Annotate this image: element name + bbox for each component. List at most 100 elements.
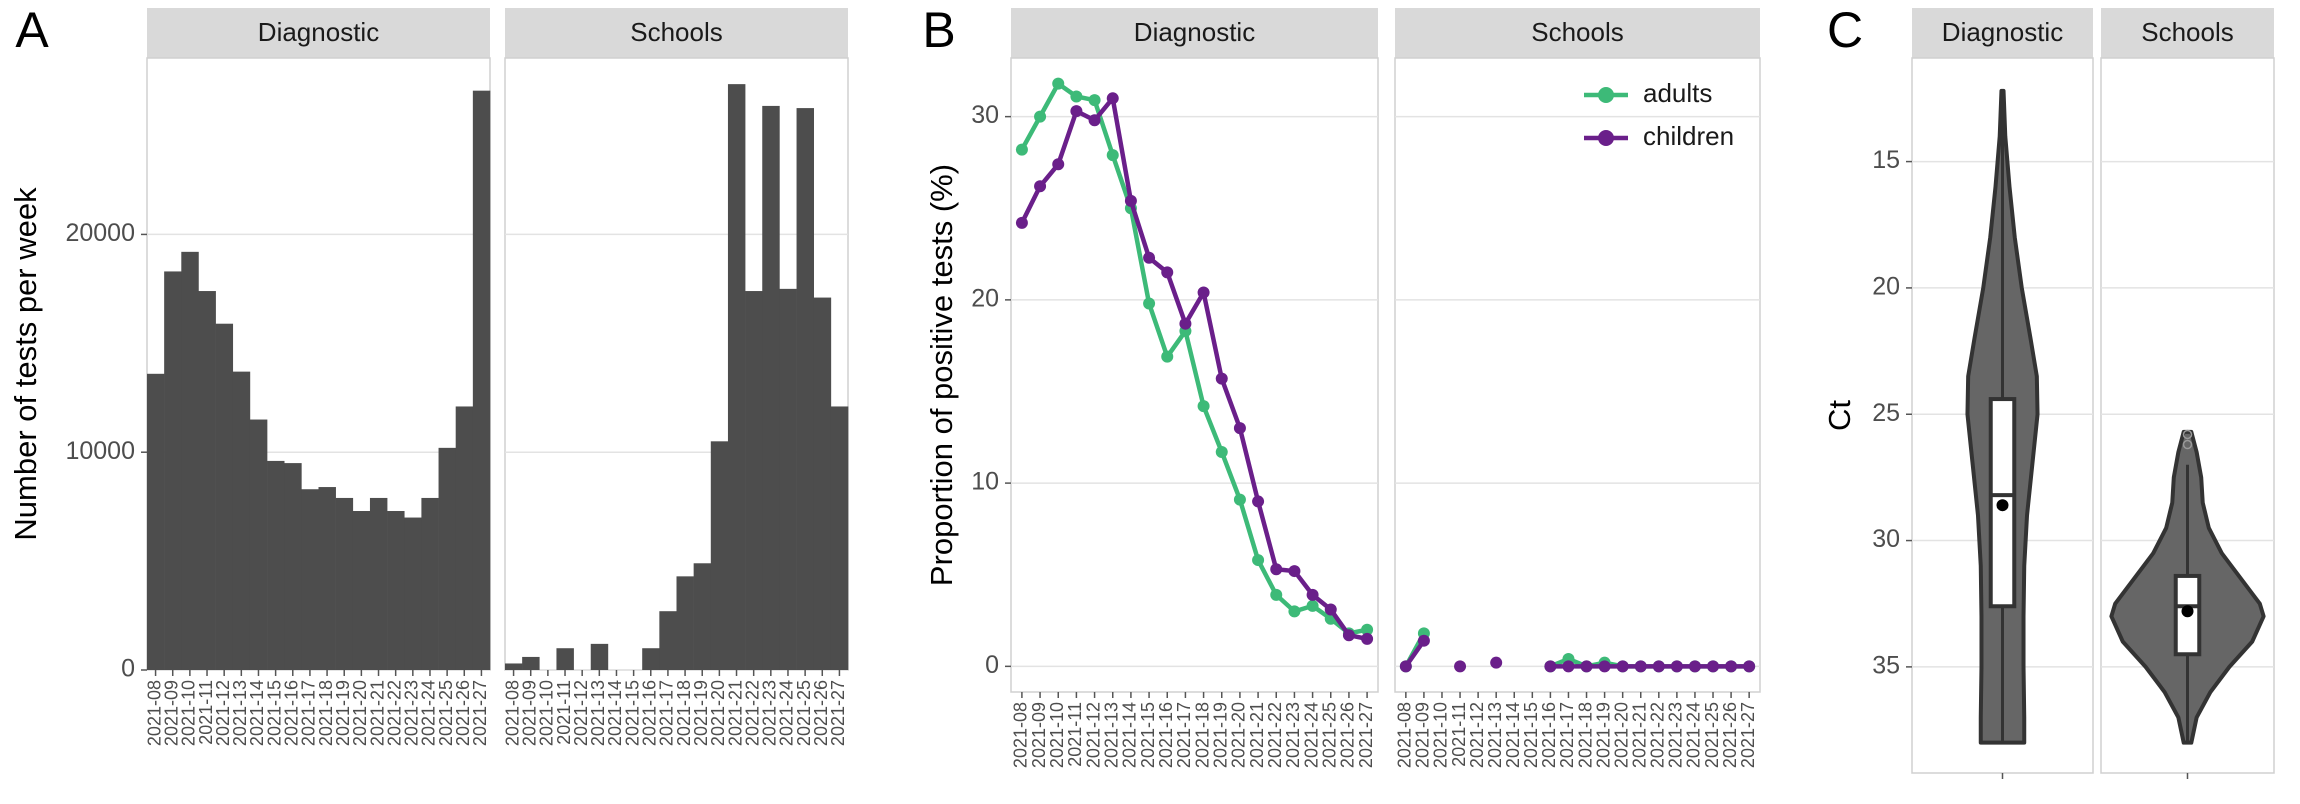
- point: [1179, 317, 1192, 330]
- x-tick-label: 2021-11: [1065, 702, 1085, 767]
- point: [1399, 660, 1412, 673]
- x-tick-label: 2021-22: [742, 680, 762, 746]
- x-tick-label: 2021-22: [384, 680, 404, 746]
- x-tick-label: 2021-25: [794, 680, 814, 746]
- point: [1688, 660, 1701, 673]
- x-tick-label: 2021-26: [811, 680, 831, 746]
- bar: [556, 648, 574, 670]
- point: [1616, 660, 1629, 673]
- bar: [642, 648, 660, 670]
- bar: [505, 663, 523, 670]
- x-tick-label: 2021-11: [1449, 702, 1469, 767]
- x-tick-label: 2021-21: [1247, 702, 1267, 768]
- x-tick-label: 2021-23: [1666, 702, 1686, 768]
- bar: [676, 576, 694, 670]
- x-tick-label: 2021-26: [1338, 702, 1358, 768]
- x-tick-label: 2021-12: [571, 680, 591, 746]
- bar: [421, 497, 439, 670]
- x-tick-label: 2021-13: [1101, 702, 1121, 768]
- x-tick-label: 2021-10: [537, 680, 557, 746]
- point: [1288, 605, 1301, 618]
- strip-label: Schools: [630, 17, 723, 47]
- point: [1106, 92, 1119, 105]
- x-tick-label: 2021-12: [1467, 702, 1487, 768]
- legend-dot: [1598, 87, 1614, 103]
- x-tick-label: 2021-27: [828, 680, 848, 746]
- x-tick-label: 2021-22: [1265, 702, 1285, 768]
- y-tick-label: 0: [985, 651, 999, 679]
- x-tick-label: 2021-18: [1575, 702, 1595, 768]
- x-tick-label: 2021-17: [299, 680, 319, 746]
- x-tick-label: 2021-27: [1738, 702, 1758, 768]
- x-tick-label: 2021-22: [1648, 702, 1668, 768]
- x-tick-label: 2021-13: [230, 680, 250, 746]
- bar: [438, 447, 456, 670]
- point: [1490, 656, 1503, 669]
- x-tick-label: 2021-24: [419, 680, 439, 746]
- x-tick-label: 2021-26: [453, 680, 473, 746]
- x-tick-label: 2021-25: [1320, 702, 1340, 768]
- x-tick-label: 2021-26: [1720, 702, 1740, 768]
- point: [1652, 660, 1665, 673]
- x-tick-label: 2021-23: [1283, 702, 1303, 768]
- x-tick-label: 2021-20: [1229, 702, 1249, 768]
- point: [1034, 110, 1047, 123]
- point: [1562, 660, 1575, 673]
- point: [1598, 660, 1611, 673]
- y-tick-label: 20: [1872, 273, 1900, 301]
- point: [1544, 660, 1557, 673]
- bar: [745, 291, 763, 670]
- x-tick-label: 2021-08: [1395, 702, 1415, 768]
- point: [1324, 603, 1337, 616]
- bar: [387, 511, 405, 670]
- x-tick-label: 2021-19: [1593, 702, 1613, 768]
- bar: [249, 419, 268, 670]
- x-tick-label: 2021-23: [402, 680, 422, 746]
- strip: [1011, 8, 1378, 58]
- x-tick-label: 2021-16: [1539, 702, 1559, 768]
- strip: [505, 8, 848, 58]
- outlier: [2182, 439, 2193, 450]
- bar: [301, 489, 319, 670]
- bar: [710, 441, 729, 670]
- bar: [796, 108, 814, 670]
- x-tick-label: 2021-15: [622, 680, 642, 746]
- bar: [404, 517, 422, 670]
- x-tick-label: 2021-10: [1431, 702, 1451, 768]
- bar: [762, 105, 780, 670]
- x-tick-label: 2021-13: [1485, 702, 1505, 768]
- bar: [352, 511, 371, 670]
- x-tick-label: 2021-21: [367, 680, 387, 746]
- point: [1161, 350, 1174, 363]
- y-tick-label: 0: [121, 655, 135, 683]
- x-tick-label: 2021-14: [605, 680, 625, 746]
- bar: [693, 563, 712, 670]
- x-tick-label: 2021-09: [1413, 702, 1433, 768]
- point: [1725, 660, 1738, 673]
- x-tick-label: 2021-24: [777, 680, 797, 746]
- x-tick-label: 2021-15: [264, 680, 284, 746]
- x-tick-label: 2021-16: [640, 680, 660, 746]
- x-tick-label: 2021-27: [470, 680, 490, 746]
- strip-label: Diagnostic: [1942, 17, 2063, 47]
- point: [1015, 143, 1028, 156]
- point: [1197, 400, 1210, 413]
- x-tick-label: 2021-09: [161, 680, 181, 746]
- x-tick-label: 2021-24: [1684, 702, 1704, 768]
- point: [1070, 90, 1083, 103]
- point: [1417, 634, 1430, 647]
- x-tick-label: 2021-09: [519, 680, 539, 746]
- point: [1233, 422, 1246, 435]
- bar: [659, 611, 677, 670]
- bar: [284, 463, 302, 670]
- strip: [1912, 8, 2093, 58]
- x-tick-label: 2021-14: [1120, 702, 1140, 768]
- point: [1252, 495, 1265, 508]
- point: [1270, 588, 1283, 601]
- point: [1161, 266, 1174, 279]
- point: [1106, 149, 1119, 162]
- panel-letter: C: [1827, 2, 1863, 58]
- y-tick-label: 20: [971, 284, 999, 312]
- x-tick-label: 2021-24: [1301, 702, 1321, 768]
- point: [1454, 660, 1467, 673]
